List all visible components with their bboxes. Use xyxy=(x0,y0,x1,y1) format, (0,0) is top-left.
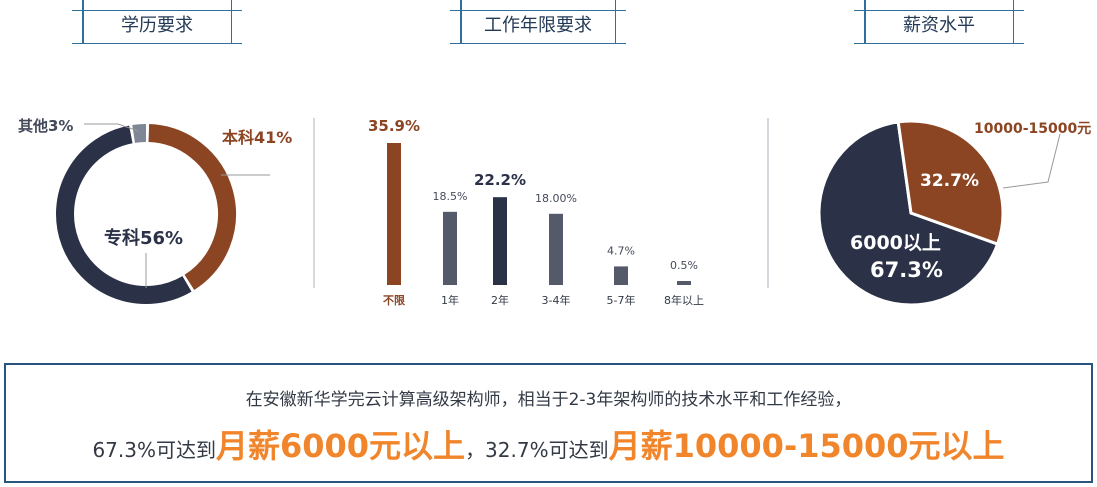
label-salary-brown-value: 32.7% xyxy=(920,171,979,191)
leader-other xyxy=(84,123,139,132)
bar-category-label-2: 2年 xyxy=(491,293,509,307)
label-salary-dark-name: 6000以上 xyxy=(850,232,941,254)
summary-p1: 67.3%可达到 xyxy=(92,438,216,462)
bar-0 xyxy=(387,143,401,285)
education-donut-chart: 本科41% 专科56% 其他3% xyxy=(18,117,292,304)
header-salary: 薪资水平 xyxy=(844,0,1034,52)
summary-box: 在安徽新华学完云计算高级架构师，相当于2-3年架构师的技术水平和工作经验， 67… xyxy=(4,363,1093,483)
header-experience-title: 工作年限要求 xyxy=(484,15,592,36)
bar-3 xyxy=(549,213,563,285)
summary-highlight-1: 月薪6000元以上 xyxy=(215,427,466,465)
bar-5 xyxy=(677,281,691,285)
bar-data-label-3: 18.00% xyxy=(535,192,577,205)
bar-1 xyxy=(443,211,457,285)
header-salary-title: 薪资水平 xyxy=(903,15,975,36)
label-salary-callout: 10000-15000元 xyxy=(974,121,1091,137)
donut-slice-bachelor xyxy=(148,124,236,290)
leader-salary-callout xyxy=(1002,133,1061,189)
bar-data-label-4: 4.7% xyxy=(607,244,635,257)
bar-data-label-2: 22.2% xyxy=(474,171,526,189)
donut-slice-junior-college xyxy=(56,125,192,304)
header-education: 学历要求 xyxy=(62,0,252,52)
bar-data-label-0: 35.9% xyxy=(368,117,420,135)
pie-slice-6000-plus xyxy=(817,120,1000,307)
bar-data-label-5: 0.5% xyxy=(670,259,698,272)
bar-category-label-0: 不限 xyxy=(383,293,405,307)
label-other: 其他3% xyxy=(18,117,73,135)
summary-mid: ，32.7%可达到 xyxy=(465,438,609,462)
summary-highlight-2: 月薪10000-15000元以上 xyxy=(608,427,1005,465)
summary-line-1: 在安徽新华学完云计算高级架构师，相当于2-3年架构师的技术水平和工作经验， xyxy=(245,390,852,410)
bar-2 xyxy=(493,197,507,285)
bar-category-label-3: 3-4年 xyxy=(542,293,571,307)
bar-category-label-5: 8年以上 xyxy=(664,293,704,307)
charts-canvas: 本科41% 专科56% 其他3% 35.9% 不限 18.5% 1年 22.2% 2年 18… xyxy=(18,117,1091,307)
summary-line-2: 67.3%可达到月薪6000元以上，32.7%可达到月薪10000-15000元… xyxy=(6,421,1091,467)
bar-category-label-1: 1年 xyxy=(441,293,459,307)
label-salary-dark-value: 67.3% xyxy=(870,258,943,282)
salary-pie-chart: 10000-15000元 32.7% 6000以上 67.3% xyxy=(817,119,1091,307)
label-bachelor: 本科41% xyxy=(222,128,292,147)
experience-bar-chart: 35.9% 不限 18.5% 1年 22.2% 2年 18.00% 3-4年 4.7% 5-7年 0… xyxy=(368,117,704,307)
bar-4 xyxy=(614,266,628,285)
bar-data-label-1: 18.5% xyxy=(433,190,468,203)
label-junior-college: 专科56% xyxy=(104,227,183,249)
donut-slice-other xyxy=(132,123,147,143)
header-experience: 工作年限要求 xyxy=(440,0,636,52)
bar-category-label-4: 5-7年 xyxy=(607,293,636,307)
header-education-title: 学历要求 xyxy=(121,15,193,36)
pie-slice-10000-15000 xyxy=(896,119,1005,246)
